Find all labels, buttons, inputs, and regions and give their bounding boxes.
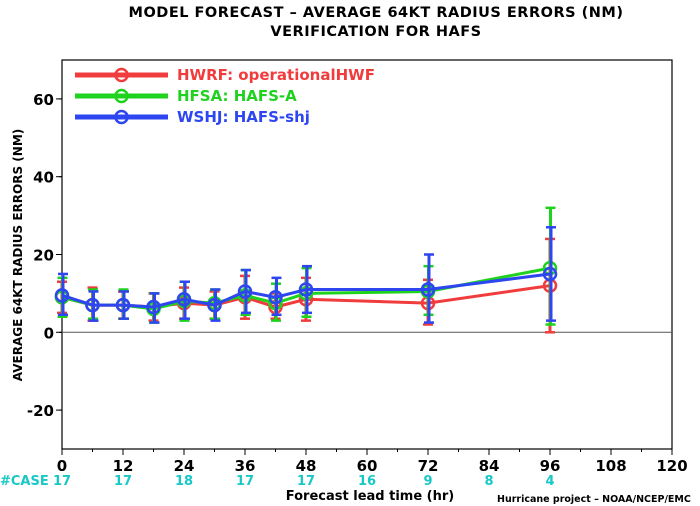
x-axis-label: Forecast lead time (hr): [286, 489, 454, 504]
data-point: [420, 282, 436, 297]
case-count: 16: [358, 474, 376, 489]
series-group: [54, 226, 558, 324]
legend-entry: HWRF: operationalHWF: [75, 66, 375, 84]
x-tick-label: 84: [479, 457, 500, 475]
legend-label: HFSA: HAFS-A: [177, 87, 297, 105]
x-tick-label: 36: [235, 457, 256, 475]
legend-label: HWRF: operationalHWF: [177, 66, 375, 84]
case-count: 17: [114, 474, 132, 489]
x-tick-label: 72: [418, 457, 439, 475]
case-count: 17: [53, 474, 71, 489]
x-tick-label: 0: [57, 457, 67, 475]
case-count: 4: [545, 474, 554, 489]
x-tick-label: 108: [595, 457, 626, 475]
case-label: #CASE: [0, 474, 49, 489]
case-count: 18: [175, 474, 193, 489]
data-point: [237, 284, 253, 299]
y-tick-label: 60: [33, 91, 54, 109]
credit-text: Hurricane project – NOAA/NCEP/EMC: [497, 494, 691, 505]
y-axis-label: AVERAGE 64KT RADIUS ERRORS (NM): [11, 129, 25, 381]
data-point: [207, 297, 222, 313]
legend-entry: HFSA: HAFS-A: [75, 87, 297, 105]
case-count: 17: [236, 474, 254, 489]
x-tick-label: 48: [296, 457, 317, 475]
legend-entry: WSHJ: HAFS-shj: [75, 108, 310, 126]
chart-title: MODEL FORECAST – AVERAGE 64KT RADIUS ERR…: [129, 5, 624, 21]
chart-subtitle: VERIFICATION FOR HAFS: [270, 24, 481, 40]
x-tick-label: 60: [357, 457, 378, 475]
data-point: [298, 282, 314, 297]
data-point: [54, 288, 70, 303]
data-point: [268, 290, 283, 305]
series-line: [61, 272, 551, 309]
y-tick-label: 20: [33, 247, 54, 265]
data-point: [115, 297, 131, 313]
legend-marker: [114, 88, 129, 104]
data-point: [542, 266, 558, 282]
x-tick-label: 96: [540, 457, 561, 475]
y-tick-label: 0: [44, 324, 54, 342]
x-tick-label: 24: [174, 457, 195, 475]
case-count: 17: [297, 474, 315, 489]
legend-marker: [114, 109, 129, 125]
y-tick-label: -20: [27, 402, 54, 420]
case-count: 9: [423, 474, 432, 489]
y-tick-label: 40: [33, 169, 54, 187]
legend-marker: [114, 67, 129, 83]
x-tick-label: 120: [656, 457, 687, 475]
data-point: [146, 299, 161, 315]
x-tick-label: 12: [113, 457, 134, 475]
case-count: 8: [484, 474, 493, 489]
data-point: [176, 291, 192, 307]
data-point: [85, 297, 100, 313]
legend-label: WSHJ: HAFS-shj: [177, 108, 310, 126]
